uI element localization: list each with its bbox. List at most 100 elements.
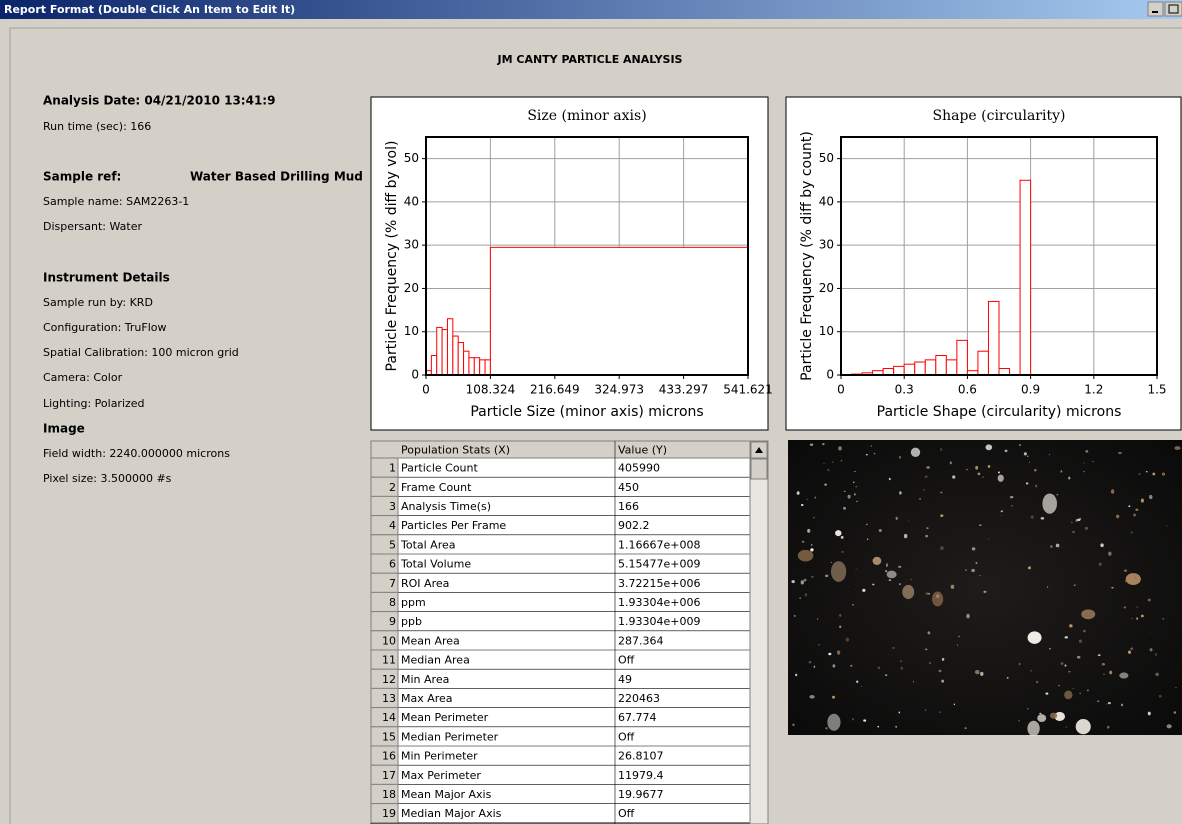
speck	[1083, 471, 1085, 473]
speck	[824, 483, 827, 485]
speck	[1026, 482, 1029, 484]
y-tick-label: 10	[819, 324, 834, 338]
stat-value: 49	[618, 673, 632, 686]
speck	[938, 670, 941, 672]
speck	[795, 674, 797, 677]
speck	[1050, 545, 1052, 548]
histogram-bar	[957, 340, 968, 375]
speck	[807, 529, 810, 533]
speck	[1011, 505, 1013, 507]
speck	[1125, 580, 1126, 581]
speck	[1066, 726, 1067, 727]
stat-name: Min Area	[401, 673, 449, 686]
speck	[1079, 639, 1082, 642]
speck	[1150, 648, 1153, 651]
speck	[800, 597, 801, 598]
row-number: 18	[382, 788, 396, 801]
speck	[940, 546, 944, 550]
speck	[835, 530, 841, 536]
stat-value: Off	[618, 654, 635, 667]
speck	[1077, 519, 1080, 522]
stat-name: Max Perimeter	[401, 769, 481, 782]
stat-name: Analysis Time(s)	[401, 500, 491, 513]
speck	[978, 472, 981, 475]
speck	[1031, 516, 1034, 519]
window: Report Format (Double Click An Item to E…	[0, 0, 1182, 824]
speck	[1111, 587, 1113, 589]
stat-value: 902.2	[618, 519, 650, 532]
histogram-bar	[978, 351, 989, 375]
stat-value: 11979.4	[618, 769, 664, 782]
info-line: Configuration: TruFlow	[43, 321, 167, 334]
info-line: Pixel size: 3.500000 #s	[43, 472, 172, 485]
histogram-bar	[442, 330, 447, 375]
x-tick-label: 0	[837, 383, 845, 397]
speck	[941, 680, 943, 683]
speck	[885, 570, 887, 572]
speck	[899, 491, 901, 494]
speck	[971, 569, 975, 572]
y-tick-label: 40	[404, 194, 419, 208]
x-tick-label: 0	[422, 383, 430, 397]
speck	[832, 696, 835, 699]
y-tick-label: 10	[404, 324, 419, 338]
stat-value: 450	[618, 481, 639, 494]
stat-value: 405990	[618, 462, 660, 475]
speck	[925, 475, 928, 478]
row-number: 3	[389, 500, 396, 513]
speck	[1056, 544, 1060, 548]
row-number: 4	[389, 519, 396, 532]
speck	[846, 638, 849, 642]
row-number: 9	[389, 615, 396, 628]
stat-name: Particle Count	[401, 462, 478, 475]
info-line: Sample run by: KRD	[43, 296, 153, 309]
stat-name: Total Area	[400, 538, 456, 551]
speck	[998, 475, 1004, 482]
speck	[848, 495, 851, 499]
speck	[919, 498, 921, 499]
speck	[1174, 711, 1176, 714]
speck	[1072, 531, 1075, 533]
stat-name: Median Major Axis	[401, 807, 502, 820]
speck	[1027, 455, 1028, 457]
speck	[832, 461, 833, 463]
minimize-button[interactable]	[1148, 2, 1163, 16]
row-number: 12	[382, 673, 396, 686]
speck	[1061, 662, 1064, 665]
histogram-bar	[464, 351, 469, 375]
speck	[879, 529, 882, 532]
speck	[1049, 648, 1051, 650]
info-line: Lighting: Polarized	[43, 397, 145, 410]
speck	[954, 703, 955, 705]
speck	[872, 584, 874, 586]
speck	[972, 547, 976, 550]
stat-value: 5.15477e+009	[618, 558, 700, 571]
maximize-button[interactable]	[1165, 2, 1182, 16]
speck	[886, 563, 888, 565]
stat-value: 1.93304e+009	[618, 615, 700, 628]
speck	[1099, 562, 1102, 565]
speck	[958, 636, 959, 638]
speck	[979, 575, 980, 576]
speck	[898, 566, 901, 568]
column-header: Value (Y)	[618, 444, 667, 457]
speck	[979, 524, 981, 526]
y-axis-label: Particle Frequency (% diff by count)	[799, 131, 815, 381]
minimize-icon	[1152, 11, 1158, 13]
scroll-thumb[interactable]	[751, 459, 767, 479]
speck	[810, 444, 813, 446]
speck	[831, 562, 832, 563]
speck	[1083, 630, 1085, 632]
speck	[1097, 700, 1099, 702]
speck	[983, 591, 986, 593]
chart-box	[786, 97, 1181, 430]
info-heading: Analysis Date: 04/21/2010 13:41:9	[43, 94, 275, 108]
speck	[1027, 708, 1028, 709]
row-number: 8	[389, 596, 396, 609]
speck	[1124, 569, 1127, 571]
speck	[822, 443, 825, 445]
speck	[871, 445, 872, 447]
y-tick-label: 50	[819, 151, 834, 165]
speck	[904, 534, 907, 538]
speck	[889, 478, 891, 480]
